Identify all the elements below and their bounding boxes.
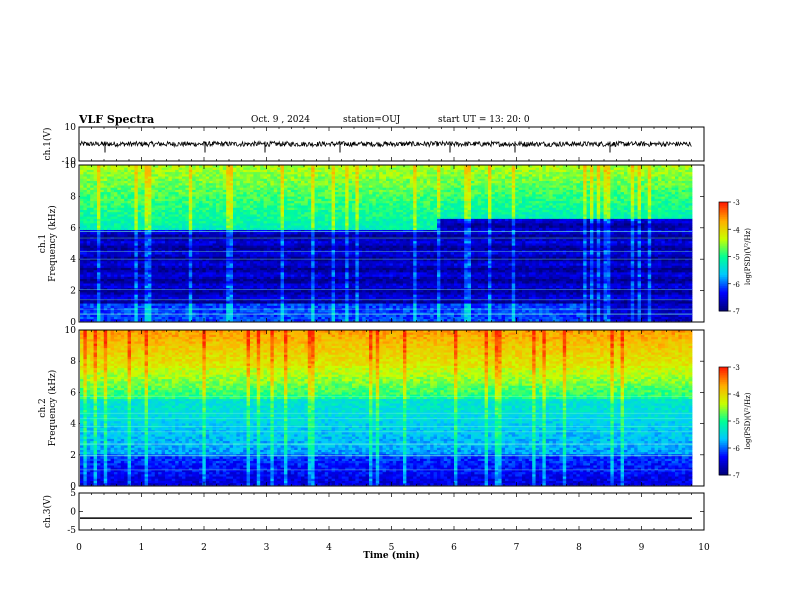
y-tick-label: 6 [70,224,76,234]
y-tick-label: 2 [70,287,76,297]
ch1-y-axis-label: Frequency (kHz) [47,205,58,282]
ch1-y-axis-label: ch.1 [38,234,48,253]
y-tick-label: 4 [70,255,76,265]
y-tick-label: 10 [65,161,77,171]
y-tick-label: 10 [65,123,77,133]
ch1-y-axis-label: ch.1(V) [42,128,53,161]
ch1-waveform-line [80,142,691,147]
y-tick-label: 8 [70,192,76,202]
